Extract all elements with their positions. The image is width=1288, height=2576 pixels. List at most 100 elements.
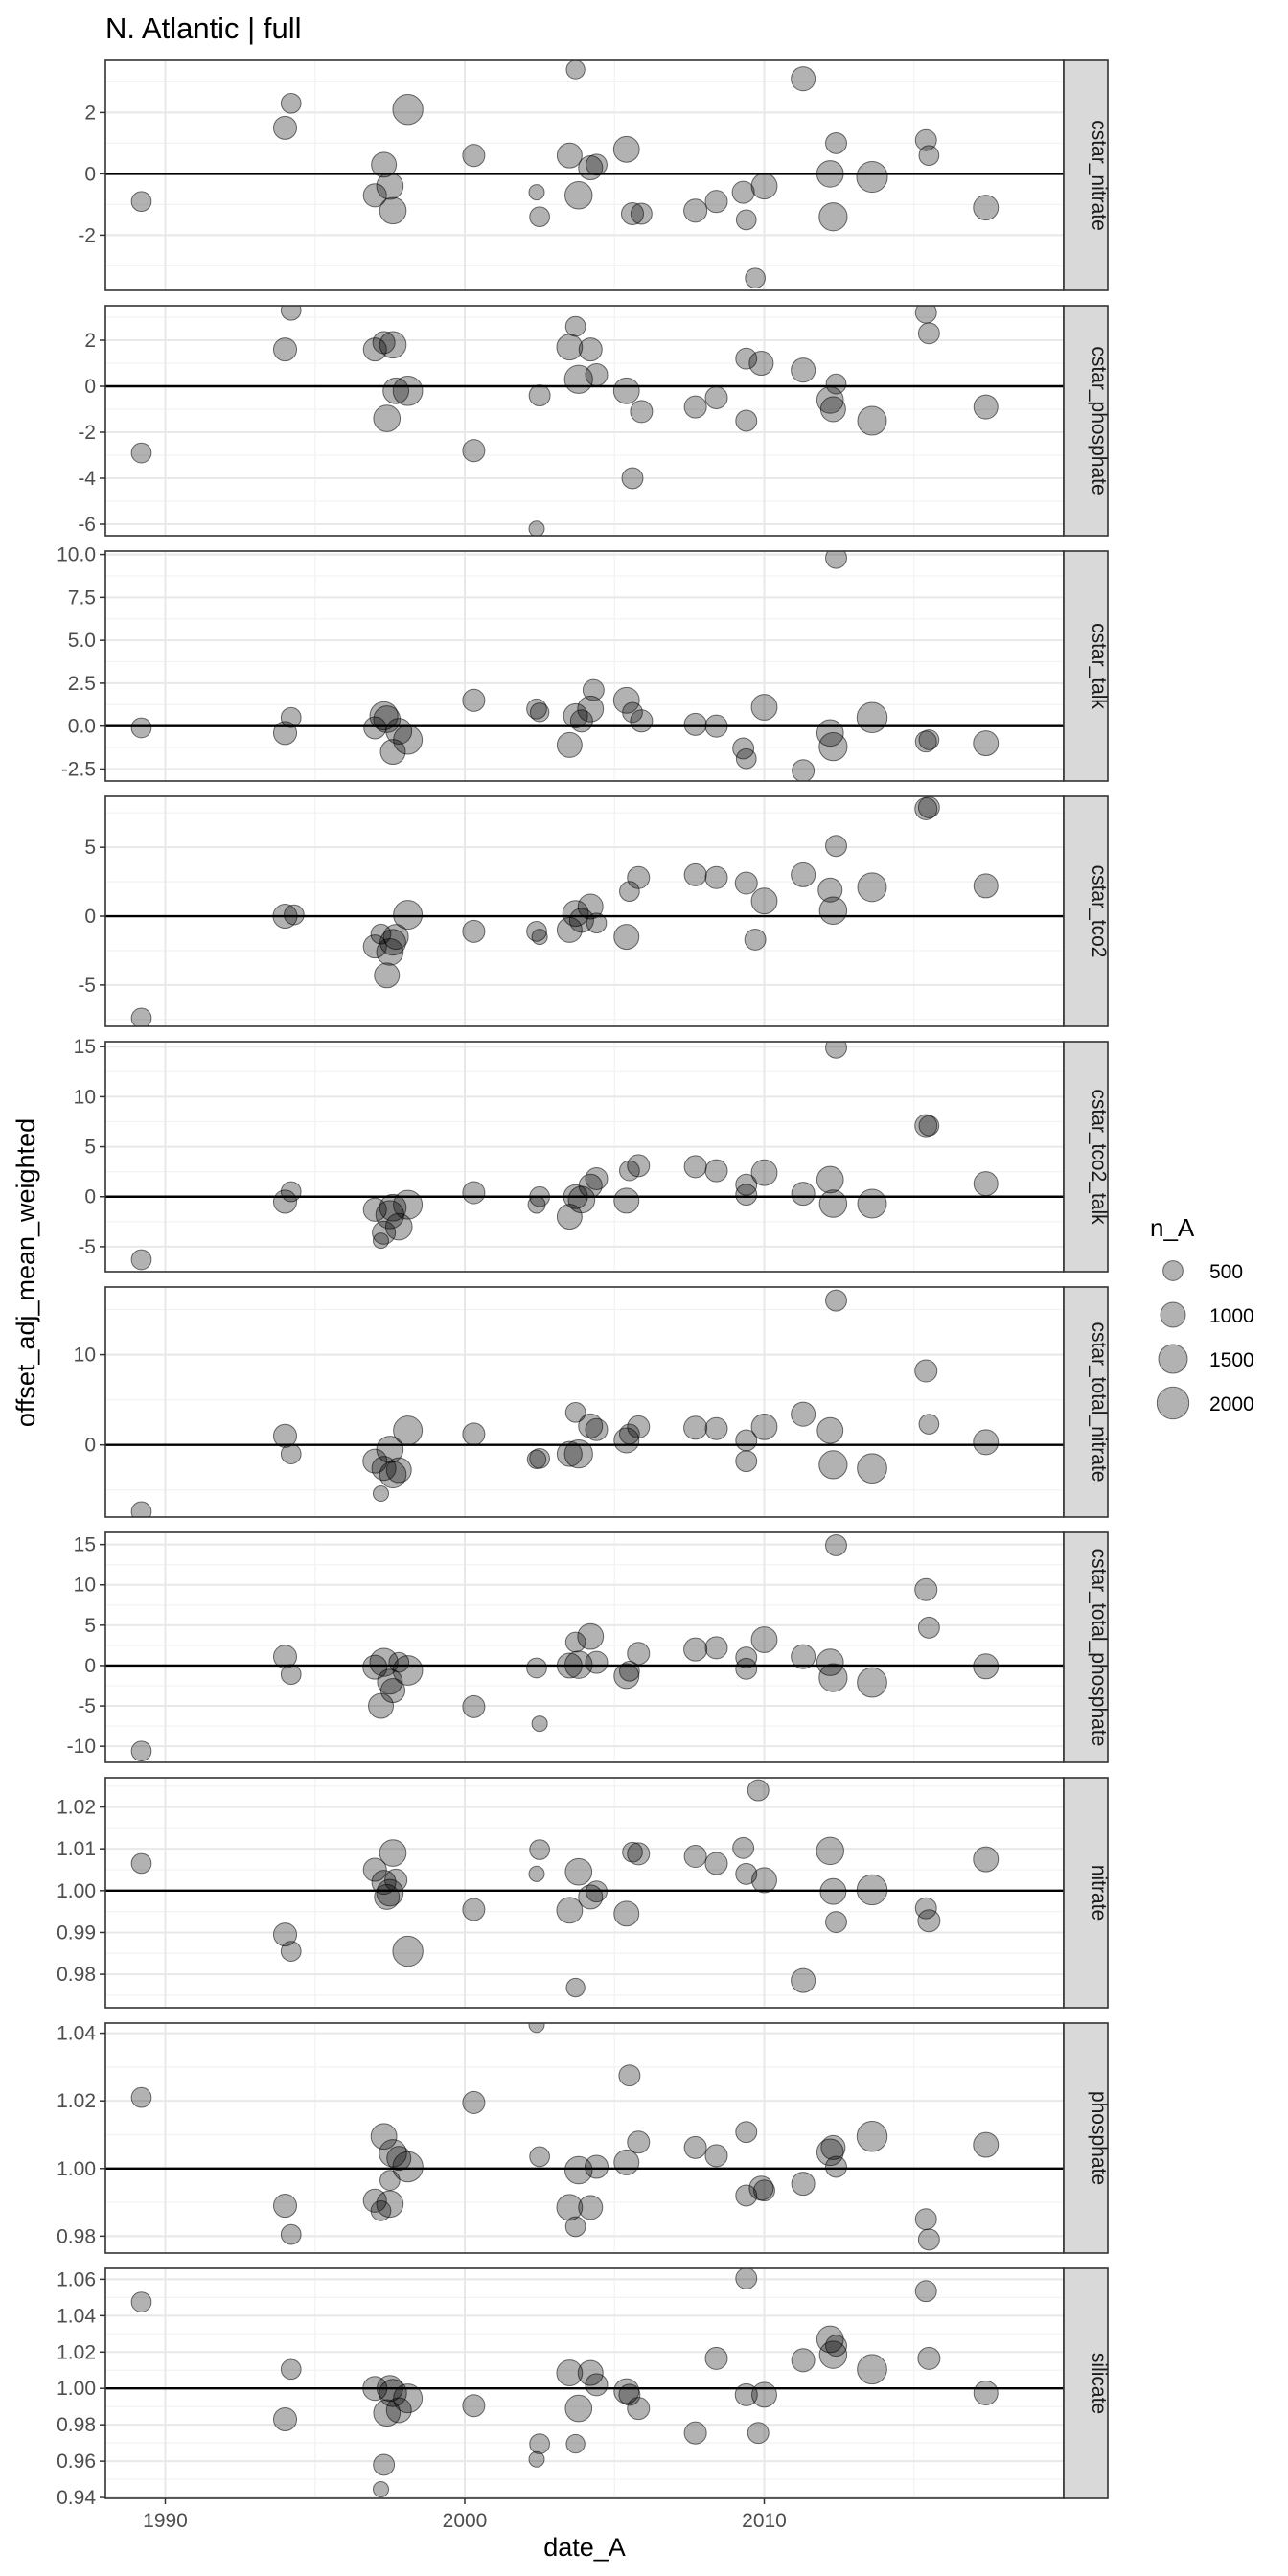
data-point <box>917 1909 941 1933</box>
data-point <box>565 60 586 80</box>
panel-background <box>105 306 1064 536</box>
data-point <box>272 337 298 362</box>
facet-panel-cstar_tco2_talk: -5 0 5 10 15 cstar_tco2_talk <box>74 1036 1110 1273</box>
data-point <box>130 1740 152 1762</box>
y-tick-label: -10 <box>67 1736 96 1758</box>
data-point <box>531 1715 548 1733</box>
y-tick-label: -6 <box>78 514 96 536</box>
data-point <box>280 1664 302 1686</box>
data-point <box>380 1678 406 1704</box>
facet-strip <box>1063 59 1109 291</box>
data-point <box>284 904 305 926</box>
data-point <box>372 1485 390 1503</box>
y-tick-label: 10 <box>74 1345 96 1367</box>
data-point <box>130 442 152 464</box>
data-point <box>748 350 774 377</box>
facet-strip <box>1063 305 1109 537</box>
data-point <box>914 2208 937 2231</box>
data-point <box>918 1115 940 1137</box>
data-point <box>704 2144 728 2168</box>
y-tick-label: 0.99 <box>57 1921 96 1944</box>
points-cstar_nitrate <box>130 60 1000 289</box>
data-point <box>973 873 999 899</box>
data-point <box>556 731 583 758</box>
facet-strip <box>1063 550 1109 782</box>
data-point <box>914 1577 938 1601</box>
data-point <box>627 1642 651 1666</box>
facet-panel-cstar_phosphate: -6 -4 -2 0 2 cstar_phosphate <box>78 305 1110 537</box>
y-tick-label: 7.5 <box>68 586 96 609</box>
data-point <box>973 2131 1000 2158</box>
data-point <box>630 400 654 424</box>
data-point <box>376 172 404 200</box>
data-point <box>704 865 728 889</box>
y-tick-label: 10 <box>74 1575 96 1597</box>
y-tick-label: 0 <box>84 906 96 928</box>
data-point <box>918 729 940 750</box>
data-point <box>683 198 708 223</box>
data-point <box>917 1616 940 1639</box>
facet-strip-label: cstar_phosphate <box>1088 346 1110 494</box>
y-axis-label: offset_adj_mean_weighted <box>12 1118 40 1427</box>
y-tick-label: 1.02 <box>57 2090 96 2112</box>
y-tick-label: 0 <box>84 376 96 398</box>
facet-panel-phosphate: 0.98 1.00 1.02 1.04 phosphate <box>57 2022 1110 2254</box>
data-point <box>627 1414 651 1438</box>
data-point <box>619 881 640 903</box>
data-point <box>556 2359 584 2387</box>
size-legend: n_A 500 1000 1500 2000 <box>1150 1213 1254 1420</box>
data-point <box>825 373 847 395</box>
x-tick-label: 2010 <box>742 2510 787 2532</box>
data-point <box>857 405 887 436</box>
data-point <box>376 2190 404 2219</box>
facet-strip <box>1063 2022 1109 2254</box>
data-point <box>825 2155 847 2178</box>
data-point <box>750 172 778 200</box>
data-point <box>564 1857 593 1886</box>
data-point <box>791 1644 816 1669</box>
data-point <box>528 1865 545 1882</box>
data-point <box>731 180 755 204</box>
data-point <box>585 2373 609 2397</box>
data-point <box>818 1189 848 1218</box>
points-cstar_phosphate <box>130 306 999 536</box>
y-tick-label: -5 <box>78 1236 96 1258</box>
y-tick-label: 1.06 <box>57 2268 96 2290</box>
data-point <box>585 1417 609 1441</box>
data-point <box>529 702 550 723</box>
data-point <box>280 1181 302 1203</box>
data-point <box>382 924 409 951</box>
data-point <box>526 1449 547 1469</box>
y-tick-label: 0.96 <box>57 2450 96 2472</box>
legend-key-label: 2000 <box>1209 1393 1254 1415</box>
legend-key-circle <box>1156 1386 1190 1420</box>
data-point <box>280 2223 302 2245</box>
data-point <box>362 1448 388 1474</box>
data-point <box>462 1694 486 1718</box>
data-point <box>462 1898 486 1921</box>
data-point <box>818 1663 848 1692</box>
data-point <box>735 1450 758 1473</box>
data-point <box>272 2194 298 2219</box>
data-point <box>372 2480 390 2498</box>
y-tick-label: 5 <box>84 837 96 859</box>
data-point <box>856 161 888 194</box>
data-point <box>529 1447 550 1469</box>
data-point <box>377 1668 403 1695</box>
data-point <box>582 678 605 702</box>
data-point <box>825 1911 847 1934</box>
data-point <box>735 1646 758 1668</box>
data-point <box>612 377 640 404</box>
data-point <box>857 1453 887 1484</box>
data-point <box>393 1189 424 1220</box>
data-point <box>621 467 644 490</box>
data-point <box>565 1977 586 1998</box>
data-point <box>973 1846 1000 1873</box>
data-point <box>462 1422 486 1446</box>
data-point <box>816 1836 844 1866</box>
y-tick-label: 1.02 <box>57 1797 96 1819</box>
data-point <box>704 2346 728 2370</box>
data-point <box>857 1667 887 1698</box>
data-point <box>384 1212 413 1241</box>
